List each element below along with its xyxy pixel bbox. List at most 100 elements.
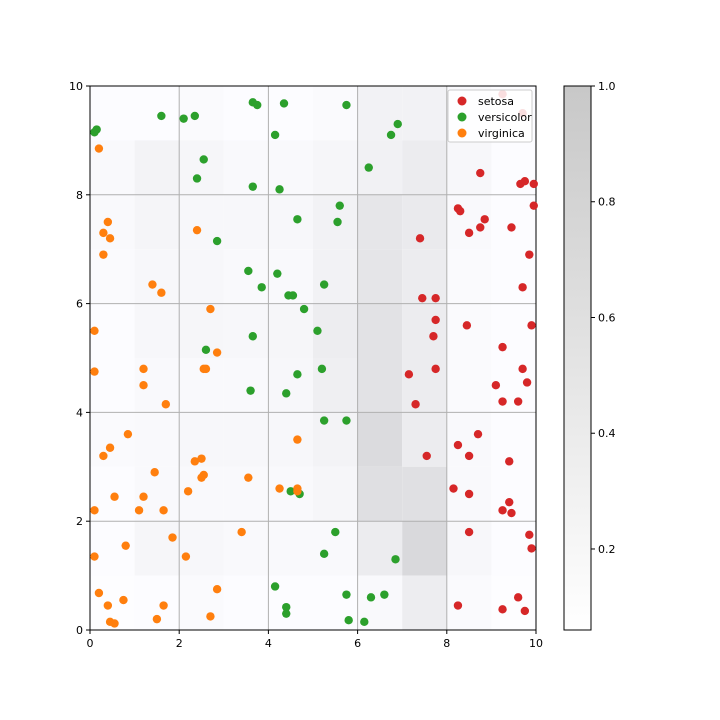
data-point-setosa <box>480 215 489 224</box>
data-point-versicolor <box>342 590 351 599</box>
data-point-setosa <box>505 457 514 466</box>
heatmap-cell <box>357 249 403 304</box>
heatmap-cell <box>90 358 135 413</box>
data-point-versicolor <box>179 114 188 123</box>
data-point-virginica <box>105 234 115 243</box>
data-point-setosa <box>422 451 431 461</box>
heatmap-cell <box>446 140 492 195</box>
data-point-versicolor <box>288 291 298 300</box>
data-point-setosa <box>525 250 534 259</box>
data-point-setosa <box>473 429 483 439</box>
data-point-setosa <box>522 378 532 387</box>
data-point-virginica <box>90 552 99 561</box>
heatmap-cell <box>402 575 447 630</box>
data-point-versicolor <box>293 215 302 224</box>
data-point-virginica <box>161 400 171 409</box>
heatmap-cell <box>223 521 269 576</box>
data-point-virginica <box>157 288 166 297</box>
series-virginica <box>90 144 302 628</box>
data-point-versicolor <box>201 345 211 355</box>
data-point-virginica <box>212 348 222 357</box>
heatmap-cell <box>223 249 269 304</box>
data-point-virginica <box>201 364 211 374</box>
heatmap-cell <box>179 521 224 576</box>
data-point-setosa <box>505 497 514 507</box>
data-point-setosa <box>476 168 485 178</box>
data-point-versicolor <box>199 155 208 164</box>
data-point-virginica <box>121 541 130 550</box>
heatmap-cell <box>268 521 313 576</box>
data-point-virginica <box>110 619 119 628</box>
data-point-setosa <box>411 400 420 409</box>
data-point-virginica <box>94 144 104 153</box>
data-point-versicolor <box>380 590 389 599</box>
legend-box <box>447 89 533 143</box>
data-point-versicolor <box>331 527 340 537</box>
data-point-virginica <box>103 601 113 610</box>
data-point-versicolor <box>192 174 202 183</box>
data-point-setosa <box>431 293 440 303</box>
data-point-versicolor <box>253 100 262 110</box>
heatmap-cell <box>491 575 536 630</box>
data-point-virginica <box>192 225 202 235</box>
x-tick-label: 6 <box>354 637 361 650</box>
heatmap-cell <box>313 412 358 467</box>
data-point-virginica <box>103 217 113 227</box>
x-axis: 0 2 4 6 8 10 <box>87 630 543 650</box>
data-point-versicolor <box>282 602 291 612</box>
data-point-setosa <box>525 530 534 539</box>
heatmap-cell <box>357 466 403 522</box>
data-point-versicolor <box>248 182 257 191</box>
heatmap-cell <box>223 358 269 413</box>
heatmap-cell <box>357 140 403 195</box>
heatmap-cell <box>357 194 403 250</box>
heatmap-cell <box>446 249 492 304</box>
data-point-virginica <box>190 457 200 466</box>
colorbar-tick-label: 0.8 <box>598 196 616 209</box>
heatmap-cell <box>268 358 313 413</box>
y-tick-label: 6 <box>76 298 83 311</box>
heatmap-cell <box>402 194 447 250</box>
data-point-setosa <box>431 364 440 374</box>
heatmap-cell <box>134 412 180 467</box>
data-point-versicolor <box>212 236 222 246</box>
y-axis: 0 2 4 6 8 10 <box>69 80 90 637</box>
plot-frame <box>89 85 537 631</box>
x-tick-label: 10 <box>529 637 543 650</box>
data-point-virginica <box>293 435 302 444</box>
data-point-virginica <box>237 527 246 537</box>
data-point-virginica <box>139 364 148 374</box>
data-point-setosa <box>455 206 465 216</box>
data-point-versicolor <box>313 326 322 335</box>
heatmap-cell <box>357 358 403 413</box>
heatmap-cell <box>357 412 403 467</box>
data-point-virginica <box>159 601 168 610</box>
data-point-setosa <box>476 223 485 232</box>
data-point-virginica <box>139 381 148 390</box>
heatmap-cell <box>491 140 536 195</box>
data-point-versicolor <box>286 487 295 496</box>
data-point-versicolor <box>342 100 351 110</box>
heatmap-cell <box>90 412 135 467</box>
data-point-setosa <box>418 293 427 303</box>
data-point-versicolor <box>319 549 329 559</box>
data-point-versicolor <box>366 593 376 602</box>
data-point-versicolor <box>319 280 329 289</box>
heatmap-cell <box>223 86 269 141</box>
data-point-setosa <box>464 451 474 461</box>
heatmap-cell <box>357 521 403 576</box>
data-point-versicolor <box>190 111 200 121</box>
x-tick-label: 4 <box>265 637 272 650</box>
grid-layer <box>90 86 536 630</box>
data-point-virginica <box>197 454 206 463</box>
heatmap-cell <box>134 194 180 250</box>
heatmap-cell <box>446 303 492 358</box>
data-point-virginica <box>99 250 108 259</box>
data-point-setosa <box>513 397 523 406</box>
y-tick-label: 0 <box>76 624 83 637</box>
legend-marker-setosa <box>457 96 467 106</box>
heatmap-cell <box>357 303 403 358</box>
data-point-versicolor <box>299 304 309 314</box>
data-point-virginica <box>159 506 168 515</box>
